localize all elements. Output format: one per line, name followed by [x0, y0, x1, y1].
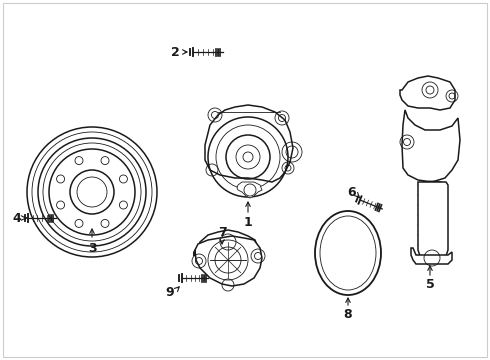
Polygon shape — [194, 236, 262, 286]
Polygon shape — [400, 76, 455, 110]
Text: 7: 7 — [218, 225, 226, 238]
Polygon shape — [198, 230, 258, 260]
Polygon shape — [411, 248, 452, 264]
Polygon shape — [418, 182, 448, 256]
Text: 8: 8 — [343, 309, 352, 321]
Text: 4: 4 — [13, 211, 22, 225]
Text: 6: 6 — [348, 185, 356, 198]
Text: 5: 5 — [426, 279, 434, 292]
Text: 1: 1 — [244, 216, 252, 229]
Text: 3: 3 — [88, 242, 97, 255]
Text: 9: 9 — [166, 285, 174, 298]
Polygon shape — [402, 110, 460, 182]
Polygon shape — [205, 105, 293, 182]
Text: 2: 2 — [171, 45, 179, 58]
Polygon shape — [237, 182, 262, 198]
